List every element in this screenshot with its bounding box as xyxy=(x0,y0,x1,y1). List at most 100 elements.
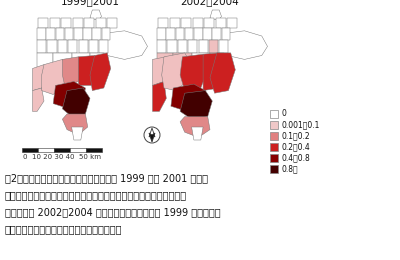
Polygon shape xyxy=(180,90,212,119)
Polygon shape xyxy=(181,18,191,28)
Polygon shape xyxy=(222,28,230,40)
Polygon shape xyxy=(157,40,166,53)
Polygon shape xyxy=(212,28,221,40)
Polygon shape xyxy=(99,40,108,53)
Polygon shape xyxy=(219,40,228,53)
Polygon shape xyxy=(176,28,184,40)
Polygon shape xyxy=(62,57,83,85)
Polygon shape xyxy=(37,40,46,53)
Polygon shape xyxy=(78,55,99,85)
Text: 1999～2001: 1999～2001 xyxy=(60,0,120,6)
Text: 囲2　イノシシ被害分布拡大の様子。左は 1999 年と 2001 年の被: 囲2 イノシシ被害分布拡大の様子。左は 1999 年と 2001 年の被 xyxy=(5,173,208,183)
Polygon shape xyxy=(203,28,212,40)
Polygon shape xyxy=(32,64,49,90)
Bar xyxy=(270,110,278,118)
Polygon shape xyxy=(194,28,202,40)
Polygon shape xyxy=(38,18,48,28)
Polygon shape xyxy=(158,18,168,28)
Polygon shape xyxy=(46,28,55,40)
Polygon shape xyxy=(149,133,155,142)
Polygon shape xyxy=(149,128,155,137)
Bar xyxy=(270,165,278,173)
Polygon shape xyxy=(102,28,110,40)
Polygon shape xyxy=(96,18,106,28)
Polygon shape xyxy=(62,88,90,116)
Polygon shape xyxy=(48,40,57,53)
Text: 害面積の平均値（単位は区市町村内の耕地面積に占める割合：％）。: 害面積の平均値（単位は区市町村内の耕地面積に占める割合：％）。 xyxy=(5,190,187,200)
Polygon shape xyxy=(84,18,94,28)
Text: 0.4－0.8: 0.4－0.8 xyxy=(281,153,310,162)
Polygon shape xyxy=(166,28,175,40)
Polygon shape xyxy=(58,40,67,53)
Polygon shape xyxy=(53,53,72,68)
Polygon shape xyxy=(152,57,171,85)
Polygon shape xyxy=(90,10,102,20)
Polygon shape xyxy=(178,40,187,53)
Polygon shape xyxy=(42,59,67,94)
Polygon shape xyxy=(68,40,77,53)
Polygon shape xyxy=(180,116,210,137)
Polygon shape xyxy=(32,88,44,111)
Polygon shape xyxy=(222,31,268,59)
Polygon shape xyxy=(62,114,88,135)
Text: 0  10 20 30 40  50 km: 0 10 20 30 40 50 km xyxy=(23,154,101,160)
Polygon shape xyxy=(210,53,235,93)
Polygon shape xyxy=(50,18,60,28)
Polygon shape xyxy=(102,31,148,59)
Polygon shape xyxy=(203,53,226,90)
Polygon shape xyxy=(168,40,177,53)
Polygon shape xyxy=(171,84,206,111)
Text: 右は同じく 2002～2004 年の平均値。耕地面積は 1999 年度の農業: 右は同じく 2002～2004 年の平均値。耕地面積は 1999 年度の農業 xyxy=(5,207,221,217)
Polygon shape xyxy=(61,18,71,28)
Bar xyxy=(86,148,102,152)
Polygon shape xyxy=(37,53,53,68)
Polygon shape xyxy=(216,18,226,28)
Polygon shape xyxy=(209,40,218,53)
Polygon shape xyxy=(73,18,82,28)
Polygon shape xyxy=(72,53,90,68)
Polygon shape xyxy=(157,53,173,68)
Bar xyxy=(54,148,70,152)
Text: 0.8－: 0.8－ xyxy=(281,165,298,173)
Polygon shape xyxy=(227,18,237,28)
Polygon shape xyxy=(210,53,224,68)
Polygon shape xyxy=(162,53,192,90)
Polygon shape xyxy=(198,40,208,53)
Polygon shape xyxy=(170,18,180,28)
Polygon shape xyxy=(72,127,83,140)
Polygon shape xyxy=(92,28,101,40)
Polygon shape xyxy=(210,10,222,20)
Polygon shape xyxy=(74,28,82,40)
Bar xyxy=(270,132,278,140)
Text: 0.1－0.2: 0.1－0.2 xyxy=(281,132,310,140)
Bar xyxy=(22,148,38,152)
Polygon shape xyxy=(188,40,197,53)
Polygon shape xyxy=(152,81,166,111)
Polygon shape xyxy=(37,28,46,40)
Polygon shape xyxy=(185,28,193,40)
Polygon shape xyxy=(65,28,73,40)
Bar xyxy=(270,154,278,162)
Bar xyxy=(70,148,86,152)
Polygon shape xyxy=(193,18,202,28)
Polygon shape xyxy=(192,53,210,68)
Polygon shape xyxy=(157,28,166,40)
Polygon shape xyxy=(83,28,92,40)
Polygon shape xyxy=(107,18,117,28)
Text: 0: 0 xyxy=(281,109,286,119)
Polygon shape xyxy=(173,53,192,68)
Polygon shape xyxy=(56,28,64,40)
Text: 2002～2004: 2002～2004 xyxy=(181,0,239,6)
Polygon shape xyxy=(90,53,104,68)
Polygon shape xyxy=(78,40,88,53)
Polygon shape xyxy=(180,54,208,90)
Polygon shape xyxy=(89,40,98,53)
Text: 0.2－0.4: 0.2－0.4 xyxy=(281,142,310,152)
Polygon shape xyxy=(90,53,111,90)
Text: 0.001－0.1: 0.001－0.1 xyxy=(281,120,319,129)
Bar xyxy=(270,121,278,129)
Text: センサス統計（農産物市町村統計）による。: センサス統計（農産物市町村統計）による。 xyxy=(5,224,122,234)
Bar xyxy=(270,143,278,151)
Polygon shape xyxy=(192,127,203,140)
Polygon shape xyxy=(204,18,214,28)
